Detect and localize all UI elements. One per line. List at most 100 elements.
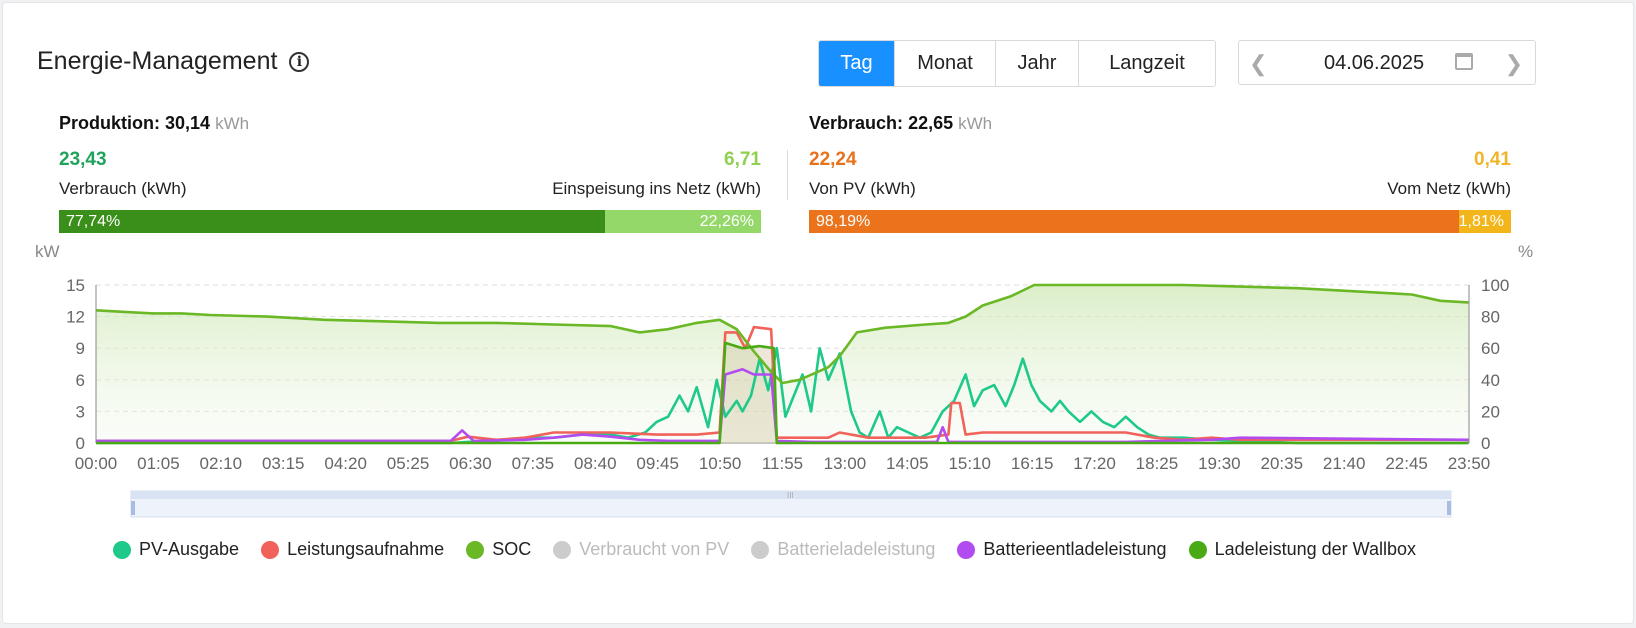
series-soc-line <box>95 283 1469 385</box>
x-tick-label: 18:25 <box>1136 454 1179 473</box>
consumption-value: 22,65 <box>908 113 954 133</box>
title-text: Energie-Management <box>37 47 278 75</box>
x-tick-label: 04:20 <box>324 454 367 473</box>
left-axis-unit: kW <box>35 242 60 261</box>
x-tick-label: 22:45 <box>1385 454 1428 473</box>
x-tick-label: 15:10 <box>948 454 991 473</box>
legend-dot-soc <box>466 540 485 559</box>
production-self-consumption-value: 23,43 <box>59 149 107 170</box>
legend-verbraucht-von-pv[interactable]: Verbraucht von PV <box>553 539 729 560</box>
legend-dot-battery-discharge <box>957 540 976 559</box>
legend-dot-pv <box>113 540 131 559</box>
production-self-consumption-label: Verbrauch (kWh) <box>59 179 187 198</box>
legend-batterieladeleistung[interactable]: Batterieladeleistung <box>751 539 935 560</box>
series-ladeleistung-der-wallbox-line <box>96 341 1469 445</box>
x-tick-label: 07:35 <box>512 454 555 473</box>
y-right-tick-label: 60 <box>1481 339 1500 358</box>
x-tick-label: 09:45 <box>636 454 679 473</box>
consumption-from-grid-label: Vom Netz (kWh) <box>1387 179 1511 198</box>
production-feed-in-label: Einspeisung ins Netz (kWh) <box>552 179 761 198</box>
page-title: Energie-Management i <box>37 47 310 76</box>
series-soc-area <box>96 285 1469 443</box>
legend-label: PV-Ausgabe <box>139 539 240 559</box>
x-tick-label: 11:55 <box>762 454 803 473</box>
right-axis-unit: % <box>1518 242 1533 261</box>
chevron-right-icon[interactable]: ❯ <box>1504 51 1523 76</box>
y-left-tick-label: 9 <box>76 339 85 358</box>
legend-pv-ausgabe[interactable]: PV-Ausgabe <box>113 539 239 560</box>
calendar-icon[interactable] <box>1455 53 1473 70</box>
energy-chart[interactable]: kW % 0 3 6 9 12 15 0 20 40 60 80 100 00:00 01:05 02:10… <box>3 3 1633 533</box>
x-tick-label: 19:30 <box>1198 454 1241 473</box>
x-tick-label: 00:00 <box>75 454 118 473</box>
tab-tag[interactable]: Tag <box>819 41 895 86</box>
chevron-left-icon[interactable]: ❮ <box>1249 51 1268 76</box>
x-tick-label: 21:40 <box>1323 454 1366 473</box>
legend-dot-pv-used <box>553 540 572 559</box>
section-divider <box>787 150 788 200</box>
x-tick-label: 16:15 <box>1011 454 1054 473</box>
x-tick-label: 17:20 <box>1073 454 1116 473</box>
legend-dot-wallbox <box>1188 540 1207 559</box>
consumption-header: Verbrauch: 22,65 kWh <box>809 113 1511 134</box>
consumption-bar-right: 1,81% <box>1458 210 1511 233</box>
date-value[interactable]: 04.06.2025 <box>1324 52 1425 74</box>
zoom-grip-icon[interactable]: III <box>787 491 794 500</box>
legend-dot-battery-charge <box>751 540 770 559</box>
series-pv-ausgabe-line <box>96 346 1469 445</box>
production-bar-left: 77,74% <box>59 210 605 233</box>
y-left-tick-label: 3 <box>76 402 85 421</box>
x-tick-label: 20:35 <box>1260 454 1303 473</box>
zoom-handle-left[interactable] <box>131 501 135 515</box>
y-right-tick-label: 80 <box>1481 308 1500 327</box>
production-value: 30,14 <box>165 113 211 133</box>
x-tick-label: 05:25 <box>387 454 430 473</box>
legend-label: Batterieladeleistung <box>777 539 936 559</box>
tab-langzeit[interactable]: Langzeit <box>1109 52 1185 74</box>
consumption-section: Verbrauch: 22,65 kWh 22,24 0,41 Von PV (… <box>809 113 1511 233</box>
legend-label: Batterieentladeleistung <box>983 539 1167 559</box>
y-right-tick-label: 100 <box>1481 276 1509 295</box>
consumption-from-pv-label: Von PV (kWh) <box>809 179 916 198</box>
legend-label: SOC <box>492 539 532 559</box>
x-tick-label: 02:10 <box>200 454 243 473</box>
legend-label: Leistungsaufnahme <box>287 539 445 559</box>
legend-batterieentladeleistung[interactable]: Batterieentladeleistung <box>957 539 1167 560</box>
legend-label: Verbraucht von PV <box>579 539 730 559</box>
y-right-tick-label: 20 <box>1481 402 1500 421</box>
production-feed-in-value: 6,71 <box>724 149 761 170</box>
legend-soc[interactable]: SOC <box>466 539 531 560</box>
production-header: Produktion: 30,14 kWh <box>59 113 761 134</box>
y-left-tick-label: 6 <box>76 371 85 390</box>
production-unit: kWh <box>215 114 250 133</box>
y-right-tick-label: 40 <box>1481 371 1500 390</box>
x-tick-label: 13:00 <box>824 454 867 473</box>
x-tick-label: 06:30 <box>449 454 492 473</box>
info-icon[interactable]: i <box>289 51 310 72</box>
date-picker[interactable]: ❮ 04.06.2025 ❯ <box>1238 40 1536 85</box>
x-tick-label: 08:40 <box>574 454 617 473</box>
tab-monat[interactable]: Monat <box>895 41 996 86</box>
consumption-bar-left: 98,19% <box>809 210 1459 233</box>
tab-jahr[interactable]: Jahr <box>996 41 1079 86</box>
legend-wallbox[interactable]: Ladeleistung der Wallbox <box>1188 539 1417 560</box>
x-tick-label: 23:50 <box>1448 454 1491 473</box>
chart-legend: PV-Ausgabe Leistungsaufnahme SOC Verbrau… <box>113 539 1416 560</box>
consumption-unit: kWh <box>958 114 993 133</box>
legend-leistungsaufnahme[interactable]: Leistungsaufnahme <box>261 539 444 560</box>
y-right-tick-label: 0 <box>1481 434 1490 453</box>
legend-dot-load <box>261 540 280 559</box>
y-left-tick-label: 0 <box>76 434 85 453</box>
production-label: Produktion: <box>59 113 160 133</box>
production-bar-right: 22,26% <box>604 210 761 233</box>
x-tick-label: 03:15 <box>262 454 305 473</box>
zoom-slider-top <box>131 491 1451 499</box>
zoom-handle-right[interactable] <box>1447 501 1451 515</box>
x-tick-label: 10:50 <box>699 454 742 473</box>
consumption-from-pv-value: 22,24 <box>809 149 857 170</box>
series-leistungsaufnahme-line <box>96 325 1469 443</box>
consumption-from-grid-value: 0,41 <box>1474 149 1511 170</box>
production-ratio-bar: 77,74% 22,26% <box>59 210 761 233</box>
legend-label: Ladeleistung der Wallbox <box>1214 539 1417 559</box>
